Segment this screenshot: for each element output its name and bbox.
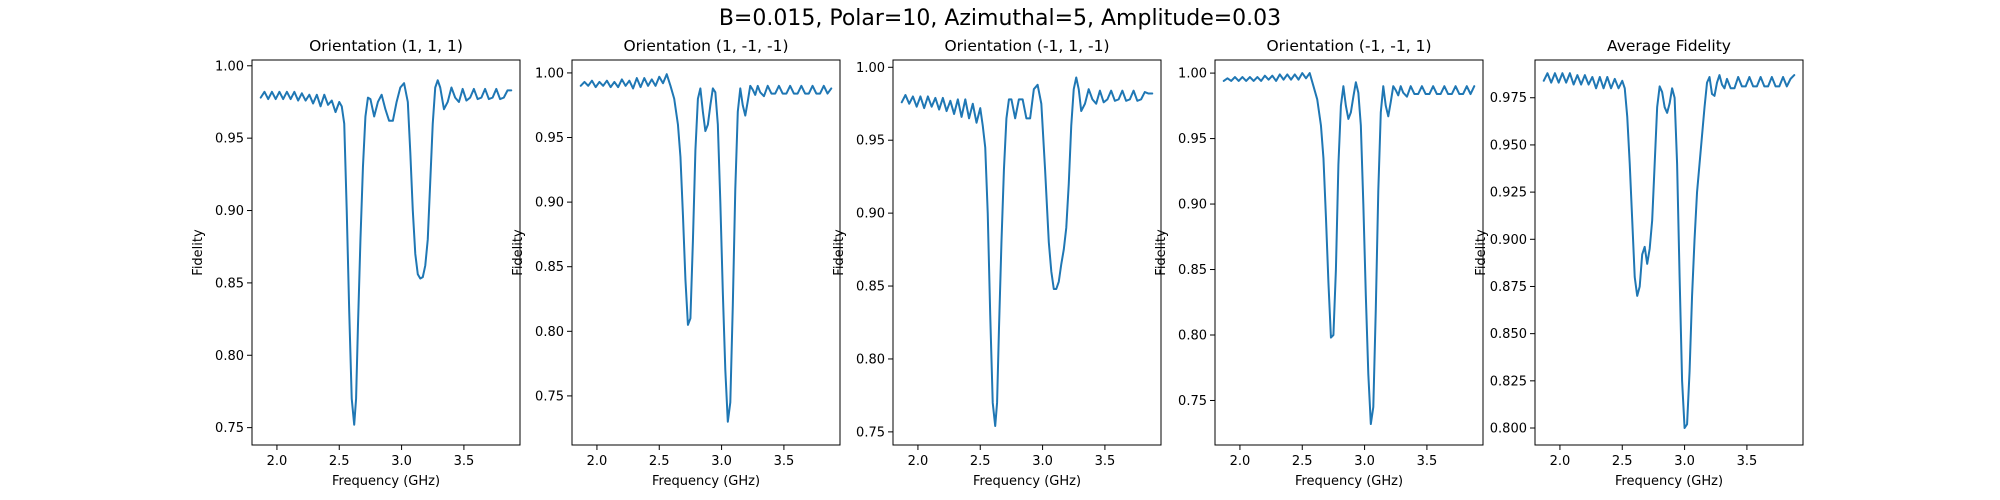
x-tick-label: 3.0 <box>1674 454 1695 469</box>
y-tick-label: 0.95 <box>856 134 885 149</box>
y-tick-label: 0.950 <box>1490 138 1527 153</box>
y-tick-label: 0.75 <box>215 421 244 436</box>
x-tick-label: 2.5 <box>649 454 670 469</box>
y-axis-label: Fidelity <box>832 229 847 276</box>
y-tick-label: 0.75 <box>535 389 564 404</box>
y-tick-label: 0.95 <box>535 131 564 146</box>
y-tick-label: 0.80 <box>215 349 244 364</box>
x-tick-label: 3.0 <box>711 454 732 469</box>
axes-frame <box>1214 59 1484 446</box>
x-tick-label: 3.0 <box>391 454 412 469</box>
x-axis-label: Frequency (GHz) <box>652 474 760 489</box>
y-tick-label: 1.00 <box>535 66 564 81</box>
x-axis-label: Frequency (GHz) <box>332 474 440 489</box>
subplot-2: 2.0 2.5 3.0 3.5 0.75 0.80 0.85 0.90 0.95 1.00 Orie… <box>511 37 841 489</box>
subplot-title: Orientation (-1, 1, -1) <box>944 37 1109 55</box>
axes-frame <box>1534 59 1804 446</box>
x-axis-label: Frequency (GHz) <box>1615 474 1723 489</box>
x-tick-label: 2.0 <box>908 454 929 469</box>
y-tick-label: 0.75 <box>856 425 885 440</box>
x-tick-label: 2.5 <box>1292 454 1313 469</box>
x-tick-label: 3.0 <box>1354 454 1375 469</box>
subplot-title: Orientation (1, -1, -1) <box>623 37 788 55</box>
x-tick-label: 2.0 <box>587 454 608 469</box>
x-tick-label: 3.5 <box>454 454 475 469</box>
y-tick-label: 0.85 <box>1178 263 1207 278</box>
series-line-3-1 <box>900 76 1154 428</box>
series-line-1-1 <box>259 79 513 426</box>
subplot-title: Average Fidelity <box>1607 37 1731 55</box>
x-tick-label: 3.0 <box>1032 454 1053 469</box>
y-tick-label: 0.925 <box>1490 186 1527 201</box>
subplot-title: Orientation (1, 1, 1) <box>309 37 463 55</box>
series-line-4-1 <box>1222 72 1476 426</box>
x-tick-label: 2.5 <box>970 454 991 469</box>
subplot-3: 2.0 2.5 3.0 3.5 0.75 0.80 0.85 0.90 0.95 1.00 Orie… <box>832 37 1162 489</box>
y-tick-label: 0.80 <box>1178 329 1207 344</box>
y-axis-label: Fidelity <box>1474 229 1489 276</box>
y-tick-label: 0.95 <box>215 132 244 147</box>
figure-suptitle: B=0.015, Polar=10, Azimuthal=5, Amplitud… <box>718 6 1282 31</box>
subplot-1: 2.0 2.5 3.0 3.5 0.75 0.80 0.85 0.90 0.95 1.00 Orie… <box>191 37 521 489</box>
series-line-5-1 <box>1542 72 1796 430</box>
axes-frame <box>251 59 521 446</box>
y-tick-label: 0.80 <box>535 325 564 340</box>
x-tick-label: 2.0 <box>1550 454 1571 469</box>
x-tick-label: 2.5 <box>329 454 350 469</box>
y-tick-label: 0.85 <box>535 260 564 275</box>
y-tick-label: 0.90 <box>535 196 564 211</box>
axes-frame <box>571 59 841 446</box>
y-tick-label: 0.975 <box>1490 91 1527 106</box>
x-tick-label: 3.5 <box>774 454 795 469</box>
x-tick-label: 3.5 <box>1737 454 1758 469</box>
y-tick-label: 0.85 <box>215 276 244 291</box>
y-tick-label: 0.875 <box>1490 280 1527 295</box>
y-tick-label: 0.90 <box>1178 198 1207 213</box>
y-axis-label: Fidelity <box>1154 229 1169 276</box>
series-line-2-1 <box>579 73 833 423</box>
subplot-5: 2.0 2.5 3.0 3.5 0.800 0.825 0.850 0.875 0.900 0.9… <box>1474 37 1804 489</box>
x-tick-label: 2.0 <box>1230 454 1251 469</box>
y-tick-label: 0.900 <box>1490 233 1527 248</box>
y-tick-label: 0.85 <box>856 280 885 295</box>
axes-frame <box>892 59 1162 446</box>
y-tick-label: 0.95 <box>1178 132 1207 147</box>
y-tick-label: 0.850 <box>1490 327 1527 342</box>
y-axis-label: Fidelity <box>191 229 206 276</box>
x-tick-label: 3.5 <box>1417 454 1438 469</box>
y-tick-label: 0.75 <box>1178 394 1207 409</box>
x-tick-label: 3.5 <box>1095 454 1116 469</box>
y-tick-label: 1.00 <box>856 61 885 76</box>
y-tick-label: 0.90 <box>856 207 885 222</box>
y-tick-label: 1.00 <box>215 59 244 74</box>
x-axis-label: Frequency (GHz) <box>1295 474 1403 489</box>
x-tick-label: 2.0 <box>267 454 288 469</box>
x-axis-label: Frequency (GHz) <box>973 474 1081 489</box>
y-tick-label: 1.00 <box>1178 67 1207 82</box>
subplot-4: 2.0 2.5 3.0 3.5 0.75 0.80 0.85 0.90 0.95 1.00 Orie… <box>1154 37 1484 489</box>
y-tick-label: 0.80 <box>856 352 885 367</box>
x-tick-label: 2.5 <box>1612 454 1633 469</box>
y-tick-label: 0.800 <box>1490 422 1527 437</box>
y-axis-label: Fidelity <box>511 229 526 276</box>
y-tick-label: 0.90 <box>215 204 244 219</box>
subplot-title: Orientation (-1, -1, 1) <box>1266 37 1431 55</box>
y-tick-label: 0.825 <box>1490 374 1527 389</box>
